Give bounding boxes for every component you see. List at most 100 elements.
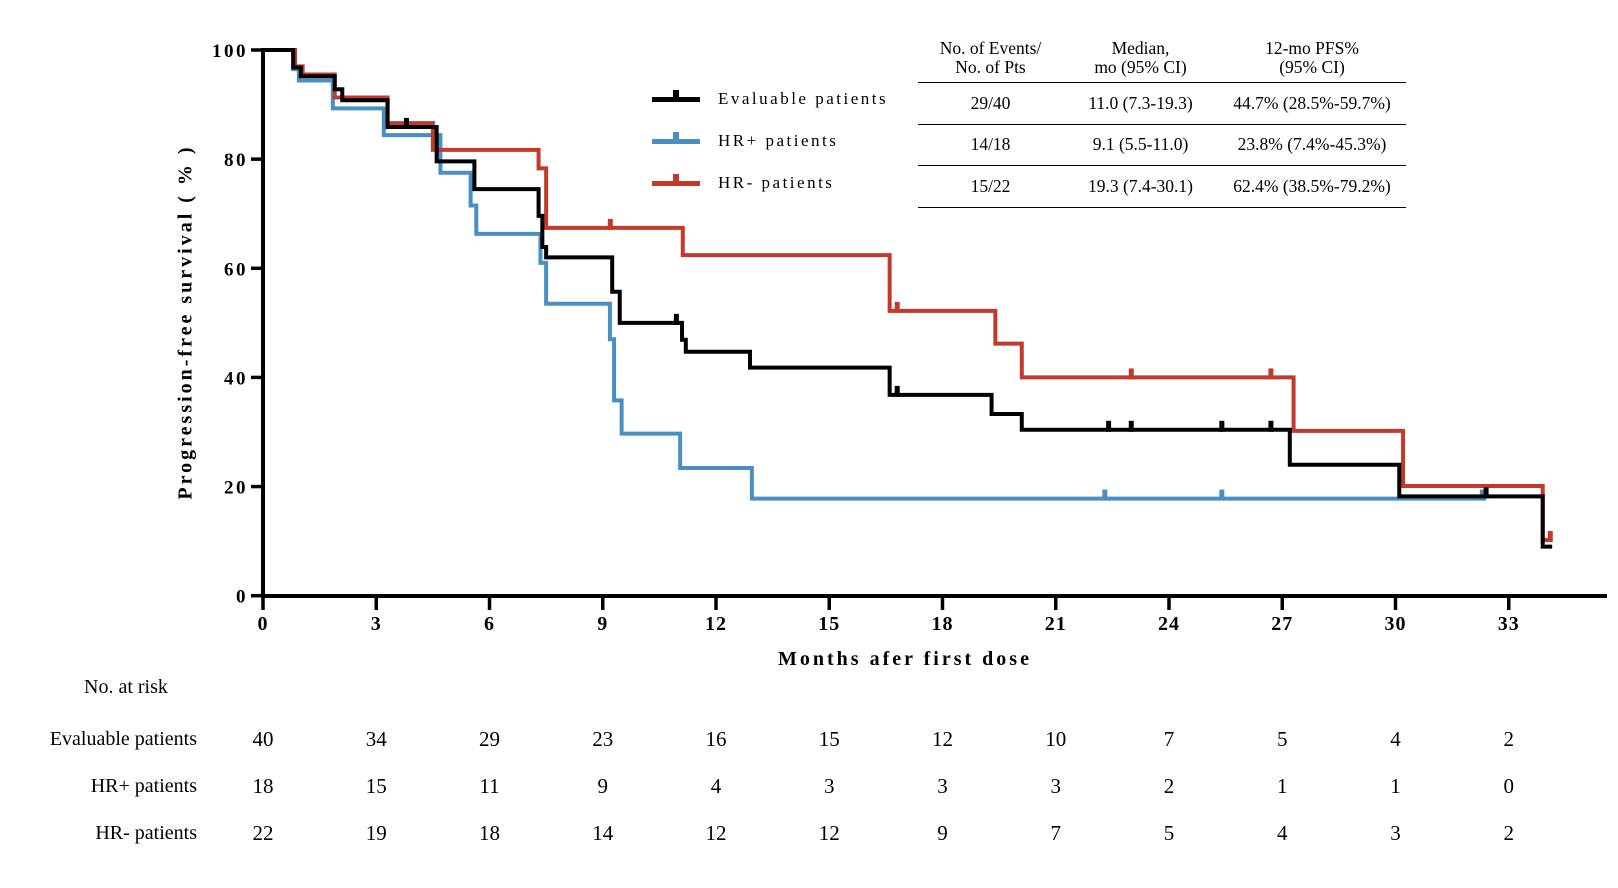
stats-table-cell: 62.4% (38.5%-79.2%): [1233, 175, 1391, 196]
censor-tick-hr-patients: [1547, 531, 1553, 543]
risk-count: 1: [1277, 774, 1288, 798]
risk-count: 4: [1390, 727, 1401, 751]
stats-table-cell: 29/40: [970, 92, 1011, 113]
stats-table-header-cell: No. of Events/No. of Pts: [939, 37, 1042, 78]
risk-count: 19: [365, 821, 387, 845]
risk-count: 16: [705, 727, 727, 751]
censor-tick-evaluable-patients: [894, 385, 900, 397]
risk-count: 15: [365, 774, 387, 798]
risk-count: 29: [479, 727, 500, 751]
legend: Evaluable patients HR+ patients HR- patien…: [652, 78, 888, 204]
censor-tick-evaluable-patients: [1483, 487, 1489, 499]
x-tick-label: 21: [1045, 613, 1067, 635]
risk-row-label: HR- patients: [95, 822, 197, 844]
censor-tick-hr-patients: [1219, 489, 1225, 501]
risk-count: 15: [818, 727, 840, 751]
risk-count: 4: [1277, 821, 1288, 845]
stats-table-header-cell: Median, mo (95% CI): [1094, 37, 1187, 78]
legend-censor-tick-icon: [673, 131, 679, 144]
x-tick-label: 24: [1158, 613, 1180, 635]
legend-line-swatch-icon: [652, 89, 700, 102]
risk-count: 14: [592, 821, 614, 845]
risk-count: 12: [705, 821, 727, 845]
risk-count: 1: [1390, 774, 1401, 798]
y-tick-label: 80: [224, 150, 248, 171]
survival-curve-hr-patients: [263, 48, 1487, 501]
x-tick-label: 6: [484, 613, 495, 635]
risk-count: 18: [252, 774, 274, 798]
legend-item-hr-patients: HR+ patients: [652, 120, 888, 162]
risk-count: 4: [710, 774, 722, 798]
risk-count: 3: [1390, 821, 1401, 845]
survival-curve-evaluable-patients: [263, 48, 1553, 549]
x-tick-label: 15: [818, 613, 840, 635]
stats-table-cell: 23.8% (7.4%-45.3%): [1237, 134, 1387, 155]
risk-row-label: HR+ patients: [90, 775, 197, 797]
stats-table: No. of Events/No. of Pts Median, mo (95% C…: [918, 28, 1406, 208]
stats-table-cell: 9.1 (5.5-11.0): [1092, 134, 1189, 155]
legend-item-hr-patients: HR- patients: [652, 162, 888, 204]
risk-count: 2: [1503, 727, 1515, 751]
legend-line-swatch-icon: [652, 131, 700, 144]
legend-item-evaluable-patients: Evaluable patients: [652, 78, 888, 120]
censor-tick-evaluable-patients: [1219, 420, 1225, 432]
risk-count: 9: [937, 821, 948, 845]
x-tick-label: 9: [597, 613, 608, 635]
censor-tick-hr-patients: [1268, 368, 1274, 380]
stats-table-row: 15/22 19.3 (7.4-30.1) 62.4% (38.5%-79.2%): [918, 166, 1406, 208]
y-tick-label: 0: [236, 587, 248, 608]
risk-count: 3: [824, 774, 835, 798]
risk-count: 7: [1163, 727, 1175, 751]
risk-count: 7: [1050, 821, 1062, 845]
x-tick-label: 0: [258, 613, 269, 635]
stats-table-cell: 11.0 (7.3-19.3): [1088, 92, 1193, 113]
risk-count: 40: [252, 727, 274, 751]
y-axis-title: Progression-free survival ( % ): [174, 144, 197, 500]
risk-count: 2: [1503, 821, 1515, 845]
risk-row-evaluable-patients: Evaluable patients 40 34 29 23 16 15 12 10 7 5 4 2: [0, 727, 1618, 757]
stats-table-cell: 14/18: [970, 134, 1011, 155]
legend-label: HR- patients: [718, 173, 835, 192]
risk-count: 23: [592, 727, 614, 751]
legend-line-swatch-icon: [652, 173, 700, 186]
stats-table-header-row: No. of Events/No. of Pts Median, mo (95% C…: [918, 28, 1406, 83]
risk-count: 2: [1163, 774, 1175, 798]
censor-tick-evaluable-patients: [403, 117, 409, 129]
risk-row-label: Evaluable patients: [49, 728, 197, 750]
censor-tick-evaluable-patients: [673, 313, 679, 325]
stats-table-row: 29/40 11.0 (7.3-19.3) 44.7% (28.5%-59.7%): [918, 83, 1406, 125]
censor-tick-hr-patients: [1102, 489, 1108, 501]
censor-tick-hr-patients: [1128, 368, 1134, 380]
risk-count: 5: [1163, 821, 1175, 845]
risk-row-hr-patients: HR+ patients 18 15 11 9 4 3 3 3 2 1 1 0: [0, 774, 1618, 804]
censor-tick-evaluable-patients: [1268, 420, 1274, 432]
risk-count: 5: [1277, 727, 1288, 751]
x-axis-title: Months afer first dose: [778, 648, 1032, 670]
risk-count: 22: [252, 821, 274, 845]
risk-count: 9: [597, 774, 609, 798]
stats-table-cell: 19.3 (7.4-30.1): [1088, 175, 1193, 196]
risk-table-title: No. at risk: [84, 676, 168, 698]
censor-tick-evaluable-patients: [1106, 420, 1112, 432]
legend-label: Evaluable patients: [718, 89, 889, 108]
risk-row-hr-patients: HR- patients 22 19 18 14 12 12 9 7 5 4 3 2: [0, 821, 1618, 851]
stats-table-cell: 44.7% (28.5%-59.7%): [1233, 92, 1391, 113]
risk-count: 34: [365, 727, 387, 751]
x-tick-label: 30: [1385, 613, 1407, 635]
x-tick-label: 18: [932, 613, 954, 635]
censor-tick-hr-patients: [607, 218, 613, 230]
risk-count: 3: [937, 774, 948, 798]
censor-tick-evaluable-patients: [1128, 420, 1134, 432]
x-tick-label: 33: [1498, 613, 1520, 635]
legend-censor-tick-icon: [673, 173, 679, 186]
y-tick-label: 60: [224, 259, 248, 280]
y-tick-label: 20: [224, 478, 248, 499]
x-tick-label: 3: [371, 613, 382, 635]
risk-count: 12: [818, 821, 840, 845]
censor-tick-hr-patients: [894, 301, 900, 313]
stats-table-row: 14/18 9.1 (5.5-11.0) 23.8% (7.4%-45.3%): [918, 125, 1406, 166]
y-tick-label: 40: [224, 368, 248, 389]
x-tick-label: 27: [1271, 613, 1293, 635]
